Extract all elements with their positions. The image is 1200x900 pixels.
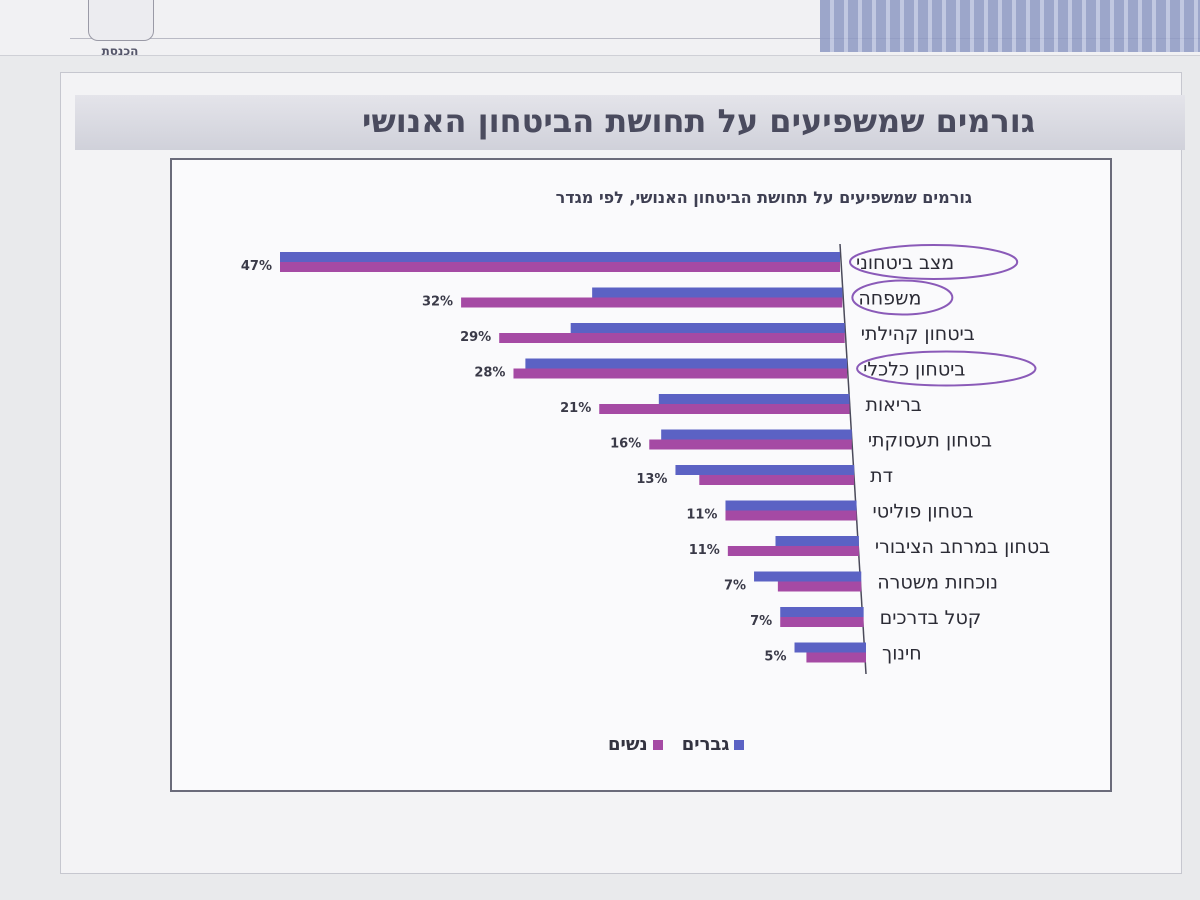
value-label-7: 11%	[686, 508, 717, 523]
handwritten-circle-2	[856, 350, 1037, 387]
value-label-4: 21%	[560, 401, 591, 416]
category-label-2: ביטחון קהילתי	[861, 323, 975, 345]
value-label-6: 13%	[636, 472, 667, 487]
bar-women-3	[513, 368, 848, 379]
bar-women-5	[649, 439, 852, 450]
bar-men-1	[592, 287, 843, 298]
value-label-8: 11%	[689, 543, 720, 558]
bar-women-8	[727, 546, 859, 556]
chart-title: גורמים שמשפיעים על תחושת הביטחון האנושי,…	[555, 188, 972, 207]
category-label-0: מצב ביטחוני	[856, 252, 954, 274]
value-label-2: 29%	[460, 330, 491, 345]
chart-legend: גברים נשים	[594, 734, 745, 755]
bar-men-6	[675, 465, 855, 475]
bar-men-0	[280, 252, 840, 262]
bar-women-10	[780, 617, 864, 627]
value-label-1: 32%	[422, 295, 453, 310]
legend-label-men: גברים	[681, 734, 730, 755]
bar-men-5	[661, 429, 852, 440]
category-label-10: קטל בדרכים	[880, 607, 982, 629]
legend-item-women: נשים	[608, 734, 663, 755]
value-label-10: 7%	[750, 614, 772, 629]
slide-title: גורמים שמשפיעים על תחושת הביטחון האנושי	[362, 102, 1035, 140]
legend-swatch-men	[734, 739, 745, 750]
bar-women-7	[725, 510, 857, 521]
value-label-9: 7%	[724, 579, 746, 594]
value-label-11: 5%	[764, 650, 786, 665]
category-label-11: חינוך	[882, 643, 922, 665]
bar-men-8	[775, 536, 859, 546]
value-label-3: 28%	[474, 366, 505, 381]
category-label-7: בטחון פוליטי	[873, 501, 974, 523]
bar-men-2	[570, 323, 845, 333]
category-label-8: בטחון במרחב הציבורי	[875, 536, 1050, 558]
knesset-emblem-icon	[88, 0, 154, 41]
bar-women-9	[777, 581, 862, 592]
bar-women-11	[806, 652, 866, 663]
bar-men-7	[725, 500, 857, 511]
legend-label-women: נשים	[608, 734, 648, 755]
page-header: הכנסת	[0, 0, 1200, 58]
bar-women-0	[280, 262, 840, 272]
slide-banner	[75, 95, 1185, 150]
bar-men-3	[525, 358, 848, 369]
bar-women-1	[461, 297, 843, 308]
legend-swatch-women	[652, 739, 663, 750]
legend-item-men: גברים	[682, 734, 745, 755]
category-label-5: בטחון תעסוקתי	[868, 430, 992, 452]
bar-men-10	[780, 607, 864, 617]
category-label-6: דת	[870, 465, 893, 487]
category-label-9: נוכחות משטרה	[877, 572, 998, 594]
handwritten-circle-1	[851, 279, 954, 316]
bar-men-11	[794, 642, 866, 653]
handwritten-circle-0	[849, 244, 1019, 280]
bar-men-9	[754, 571, 862, 582]
value-label-5: 16%	[610, 437, 641, 452]
category-label-3: ביטחון כלכלי	[863, 359, 965, 381]
category-label-4: בריאות	[865, 394, 921, 416]
building-image	[820, 0, 1200, 52]
bar-women-2	[499, 333, 845, 343]
bar-men-4	[658, 394, 850, 404]
category-axis	[839, 243, 867, 675]
category-label-1: משפחה	[858, 288, 921, 310]
org-name: הכנסת	[101, 44, 139, 58]
bar-women-4	[599, 404, 850, 414]
header-rule	[70, 38, 1200, 39]
value-label-0: 47%	[241, 259, 272, 274]
bar-women-6	[699, 475, 855, 485]
